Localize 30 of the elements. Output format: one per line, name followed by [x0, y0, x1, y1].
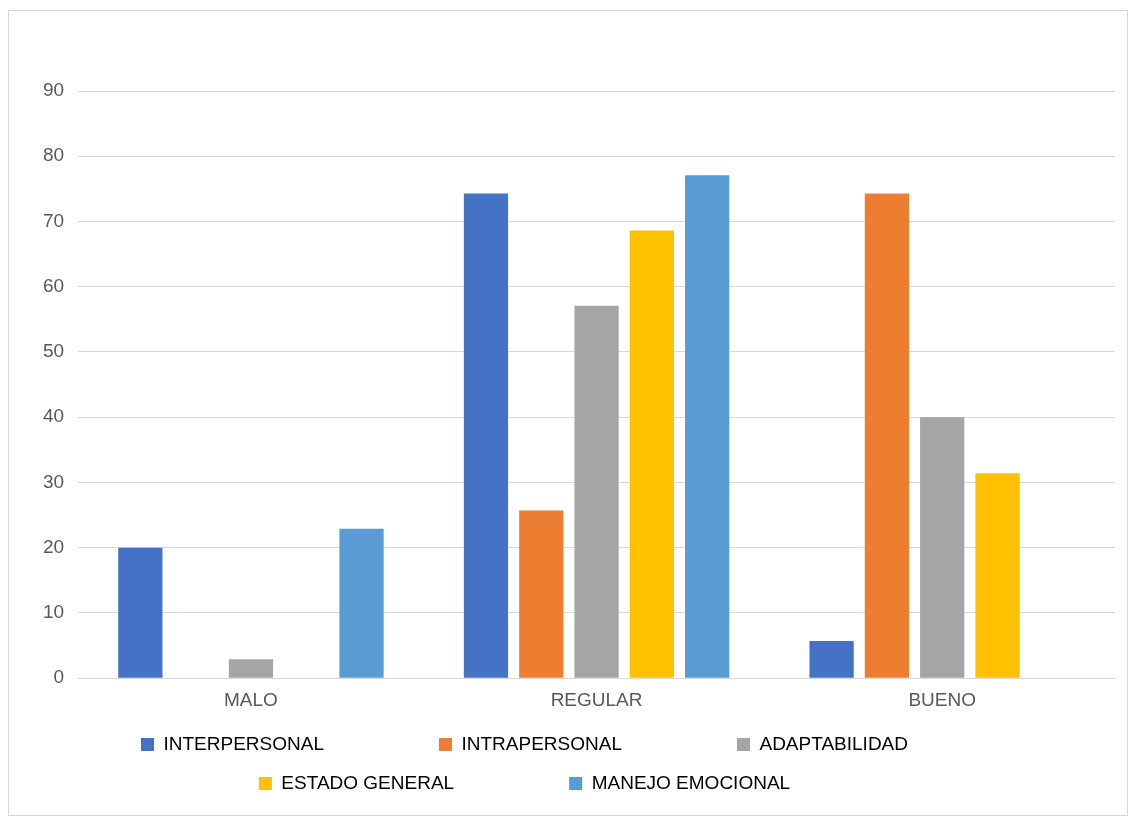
bar	[339, 528, 384, 678]
x-tick-label: MALO	[224, 688, 278, 710]
bar	[864, 193, 910, 678]
y-tick-label: 0	[53, 666, 65, 688]
x-tick-label: REGULAR	[550, 688, 643, 710]
y-tick-label: 90	[42, 79, 65, 101]
bar	[629, 230, 674, 678]
bar	[519, 510, 564, 678]
y-tick-label: 30	[42, 470, 65, 492]
legend-label: ESTADO GENERAL	[281, 771, 549, 793]
y-tick-label: 10	[42, 601, 65, 623]
legend-label: INTERPERSONAL	[163, 732, 419, 754]
y-tick-label: 50	[42, 340, 65, 362]
bar	[118, 547, 163, 678]
y-tick-label: 40	[42, 405, 65, 427]
x-tick-label: BUENO	[908, 688, 976, 710]
bar	[228, 659, 274, 678]
legend-label: ADAPTABILIDAD	[759, 732, 1004, 754]
y-tick-label: 80	[42, 144, 65, 166]
bar	[920, 417, 965, 678]
bar	[574, 305, 619, 678]
bar	[685, 175, 730, 678]
bar	[463, 193, 509, 678]
bar	[975, 473, 1020, 678]
bar	[809, 641, 854, 678]
y-tick-label: 60	[42, 274, 65, 296]
legend-label: MANEJO EMOCIONAL	[591, 771, 885, 793]
legend-label: INTRAPERSONAL	[461, 732, 717, 754]
y-tick-label: 20	[42, 535, 65, 557]
y-tick-label: 70	[42, 209, 65, 231]
